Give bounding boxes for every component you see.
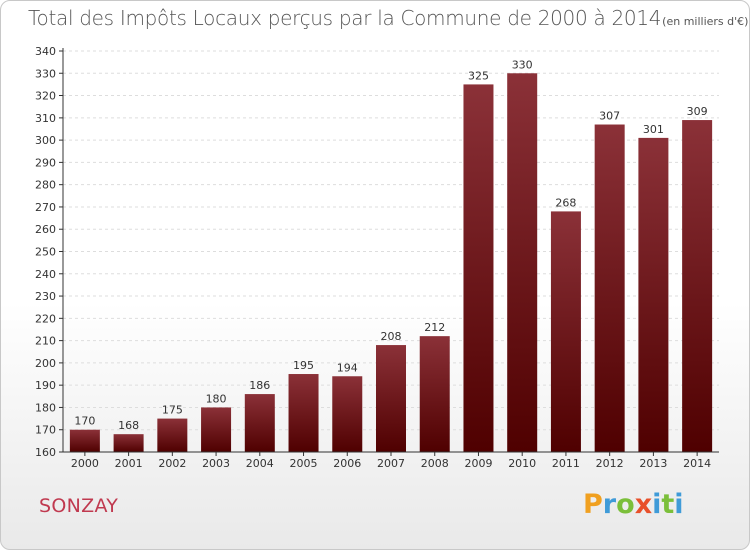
- x-tick-label: 2001: [115, 457, 143, 470]
- x-tick-label: 2013: [639, 457, 667, 470]
- chart-subtitle: (en milliers d'€): [662, 15, 749, 28]
- bar: [157, 418, 188, 452]
- bar: [288, 374, 319, 452]
- data-label: 195: [293, 359, 314, 372]
- x-tick-label: 2005: [290, 457, 318, 470]
- x-tick-label: 2009: [464, 457, 492, 470]
- chart-title: Total des Impôts Locaux perçus par la Co…: [28, 6, 662, 30]
- bar: [638, 137, 669, 452]
- x-tick-label: 2007: [377, 457, 405, 470]
- data-label: 194: [337, 361, 358, 374]
- data-label: 180: [206, 392, 227, 405]
- data-label: 175: [162, 404, 183, 417]
- title-row: Total des Impôts Locaux perçus par la Co…: [28, 6, 748, 30]
- x-tick-label: 2011: [552, 457, 580, 470]
- bar: [376, 345, 406, 452]
- data-label: 170: [74, 415, 95, 428]
- x-tick-label: 2006: [333, 457, 361, 470]
- bar: [550, 211, 581, 452]
- y-tick-label: 250: [35, 246, 56, 259]
- y-tick-label: 200: [35, 357, 56, 370]
- y-tick-label: 160: [35, 446, 56, 459]
- data-label: 208: [381, 330, 402, 343]
- y-tick-label: 300: [35, 134, 56, 147]
- y-tick-label: 310: [35, 112, 56, 125]
- data-label: 268: [555, 196, 576, 209]
- bar: [244, 394, 275, 452]
- data-label: 168: [118, 419, 139, 432]
- y-tick-label: 260: [35, 223, 56, 236]
- data-labels: 170 168 175 180 186 195 194 208 212 325 330 268 307 3…: [74, 58, 707, 432]
- bar-chart: 160 170 180 190 200 210 220 230 240 250 260 270 280 2…: [35, 45, 719, 470]
- x-tick-label: 2012: [596, 457, 624, 470]
- y-tick-label: 290: [35, 156, 56, 169]
- data-label: 301: [643, 123, 664, 136]
- bar: [682, 120, 713, 453]
- bar: [201, 407, 232, 452]
- x-tick-label: 2000: [71, 457, 99, 470]
- data-label: 330: [512, 58, 533, 71]
- bar: [332, 376, 363, 452]
- y-tick-label: 220: [35, 312, 56, 325]
- axes: 160 170 180 190 200 210 220 230 240 250 260 270 280 2…: [35, 45, 719, 470]
- proxiti-logo: Proxiti: [583, 489, 684, 520]
- data-label: 186: [249, 379, 270, 392]
- bar: [507, 73, 538, 453]
- bar: [463, 84, 494, 453]
- bar: [113, 434, 144, 452]
- data-label: 212: [424, 321, 445, 334]
- y-tick-label: 240: [35, 268, 56, 281]
- data-label: 307: [599, 110, 620, 123]
- y-tick-label: 280: [35, 179, 56, 192]
- y-tick-label: 330: [35, 67, 56, 80]
- bar: [419, 336, 450, 452]
- data-label: 325: [468, 69, 489, 82]
- bars: [69, 73, 713, 453]
- x-tick-label: 2010: [508, 457, 536, 470]
- data-label: 309: [687, 105, 708, 118]
- commune-name: SONZAY: [39, 495, 119, 517]
- bar: [69, 429, 100, 452]
- y-tick-label: 210: [35, 335, 56, 348]
- y-tick-label: 230: [35, 290, 56, 303]
- y-tick-label: 320: [35, 90, 56, 103]
- x-tick-label: 2003: [202, 457, 230, 470]
- y-tick-label: 180: [35, 401, 56, 414]
- bar: [594, 124, 625, 453]
- x-tick-label: 2008: [421, 457, 449, 470]
- x-tick-label: 2014: [683, 457, 711, 470]
- y-tick-label: 170: [35, 424, 56, 437]
- x-tick-label: 2004: [246, 457, 274, 470]
- x-tick-label: 2002: [158, 457, 186, 470]
- y-tick-label: 190: [35, 379, 56, 392]
- y-tick-label: 340: [35, 45, 56, 58]
- y-tick-label: 270: [35, 201, 56, 214]
